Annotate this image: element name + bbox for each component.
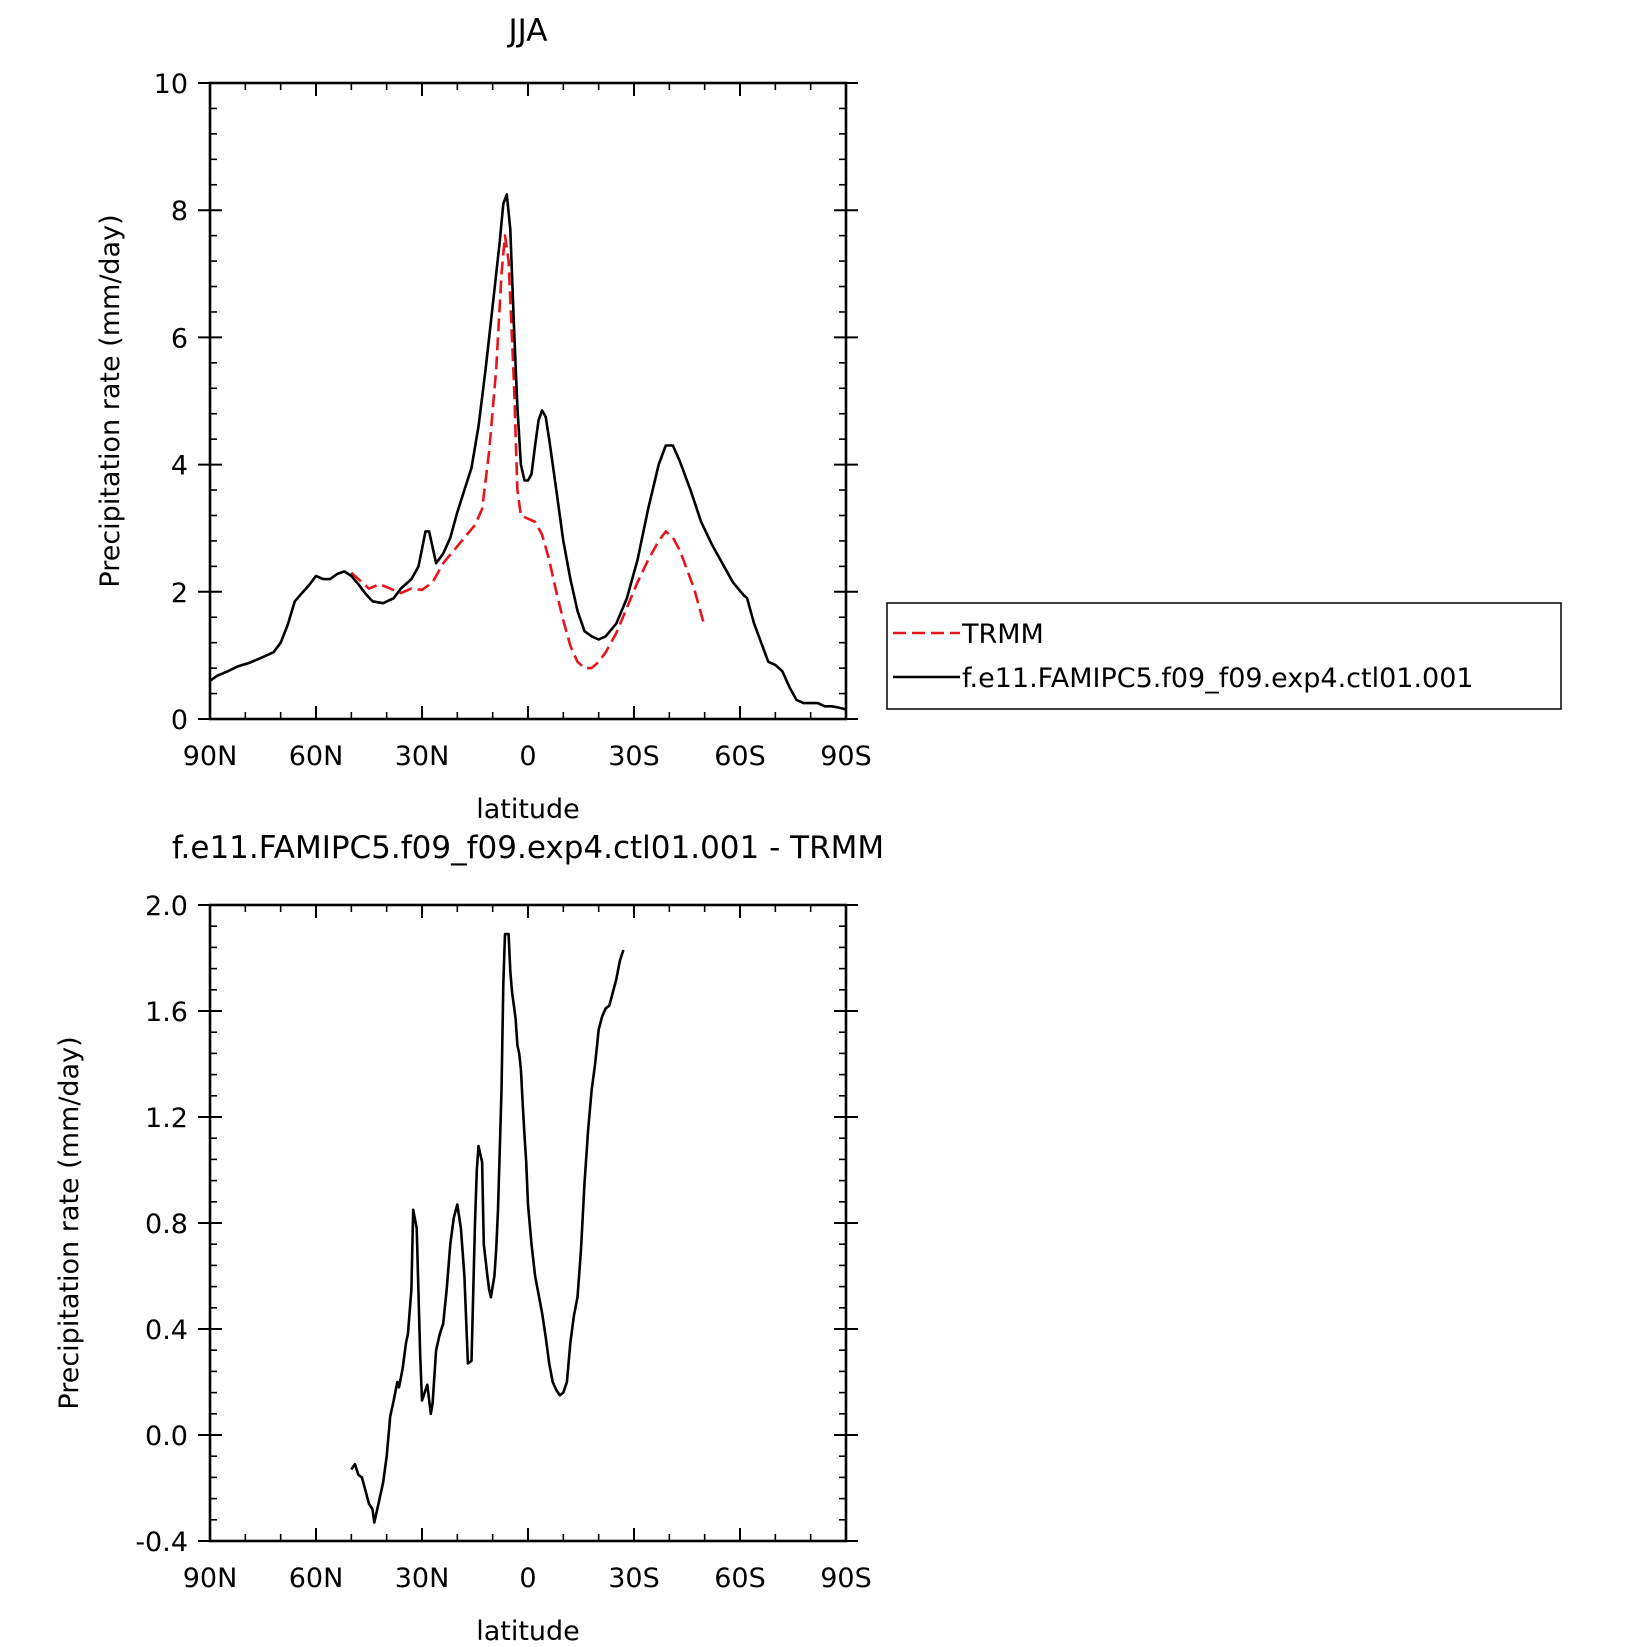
bottom-x-tick-label: 60S	[714, 1563, 766, 1594]
bottom-y-tick-label: 0.8	[145, 1209, 188, 1240]
top-y-tick-label: 6	[171, 323, 188, 354]
top-series-line-model	[209, 193, 847, 711]
top-chart-title: JJA	[507, 13, 548, 49]
top-x-tick-label: 0	[519, 741, 536, 772]
top-x-tick-label: 90N	[183, 741, 238, 772]
bottom-x-tick-label: 60N	[289, 1563, 344, 1594]
bottom-y-axis-label: Precipitation rate (mm/day)	[54, 1036, 85, 1409]
bottom-x-tick-label: 90S	[820, 1563, 872, 1594]
top-y-tick-label: 10	[154, 69, 188, 100]
top-y-axis-label: Precipitation rate (mm/day)	[95, 214, 126, 587]
top-plot-frame	[208, 81, 848, 721]
bottom-panel: f.e11.FAMIPC5.f09_f09.exp4.ctl01.001 - T…	[54, 830, 884, 1647]
bottom-y-tick-label: 0.0	[145, 1421, 188, 1452]
top-x-tick-label: 90S	[820, 741, 872, 772]
bottom-y-tick-label: 1.2	[145, 1103, 188, 1134]
bottom-y-tick-label: 2.0	[145, 891, 188, 922]
legend-label-trmm: TRMM	[961, 619, 1044, 650]
top-series-line-trmm	[350, 234, 706, 670]
bottom-x-axis-label: latitude	[476, 1616, 580, 1647]
bottom-chart-title: f.e11.FAMIPC5.f09_f09.exp4.ctl01.001 - T…	[172, 830, 884, 866]
top-y-tick-label: 2	[171, 578, 188, 609]
top-x-tick-label: 60S	[714, 741, 766, 772]
bottom-plot-frame	[208, 903, 848, 1543]
top-x-tick-label: 60N	[289, 741, 344, 772]
bottom-x-tick-label: 90N	[183, 1563, 238, 1594]
bottom-x-tick-label: 0	[519, 1563, 536, 1594]
top-y-tick-label: 8	[171, 196, 188, 227]
top-x-tick-label: 30S	[608, 741, 660, 772]
bottom-series-line-difference	[350, 932, 625, 1524]
bottom-x-tick-label: 30S	[608, 1563, 660, 1594]
bottom-y-tick-label: -0.4	[135, 1527, 188, 1558]
legend: TRMM f.e11.FAMIPC5.f09_f09.exp4.ctl01.00…	[886, 602, 1562, 710]
legend-box	[886, 602, 1562, 710]
top-y-tick-label: 0	[171, 705, 188, 736]
bottom-x-tick-label: 30N	[395, 1563, 450, 1594]
top-x-tick-label: 30N	[395, 741, 450, 772]
top-y-tick-label: 4	[171, 451, 188, 482]
legend-label-model: f.e11.FAMIPC5.f09_f09.exp4.ctl01.001	[962, 663, 1474, 694]
top-x-axis-label: latitude	[476, 794, 580, 825]
bottom-y-tick-label: 1.6	[145, 997, 188, 1028]
bottom-y-tick-label: 0.4	[145, 1315, 188, 1346]
